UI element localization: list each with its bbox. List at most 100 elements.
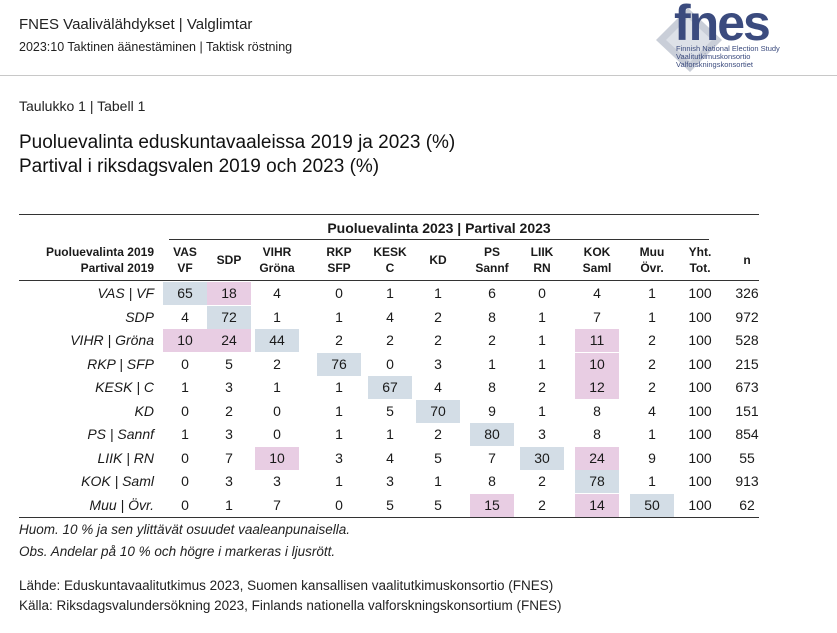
table-cell: 8 — [488, 309, 496, 325]
report-header: FNES Vaalivälähdykset | Valglimtar 2023:… — [0, 0, 837, 76]
table-cell: 2 — [434, 309, 442, 325]
table-cell: 1 — [335, 403, 343, 419]
series-title: FNES Vaalivälähdykset | Valglimtar — [19, 16, 253, 33]
logo-shape-icon — [656, 8, 722, 72]
row-label: KESK | C — [95, 379, 154, 395]
logo-line-1: Finnish National Election Study — [676, 44, 780, 53]
row-label: KOK | Saml — [81, 473, 154, 489]
table-cell: 913 — [735, 473, 759, 489]
table-cell: 2 — [648, 356, 656, 372]
table-cell: 11 — [575, 329, 619, 352]
column-header: RKP — [326, 245, 352, 259]
table-cell: 70 — [416, 400, 460, 423]
table-cell: 1 — [648, 285, 656, 301]
table-cell: 4 — [648, 403, 656, 419]
column-header: SDP — [216, 253, 242, 267]
table-cell: 0 — [538, 285, 546, 301]
table-cell: 5 — [434, 497, 442, 513]
table-cell: 100 — [688, 473, 712, 489]
table-cell: 10 — [575, 353, 619, 376]
table-cell: 2 — [434, 332, 442, 348]
table-cell: 2 — [488, 332, 496, 348]
table-cell: 4 — [386, 450, 394, 466]
table-cell: 0 — [181, 473, 189, 489]
table-cell: 14 — [575, 494, 619, 517]
column-header: Muu — [639, 245, 665, 259]
column-header: VIHR — [262, 245, 292, 259]
table-cell: 80 — [470, 423, 514, 446]
table-cell: 100 — [688, 285, 712, 301]
table-cell: 3 — [386, 473, 394, 489]
title-finnish: Puoluevalinta eduskuntavaaleissa 2019 ja… — [19, 132, 456, 153]
column-header-sub: Tot. — [689, 261, 711, 275]
table-cell: 62 — [739, 497, 755, 513]
table-cell: 9 — [648, 450, 656, 466]
table-cell: 3 — [225, 473, 233, 489]
table-top-rule — [19, 214, 759, 215]
column-header-sub: VF — [177, 261, 193, 275]
table-cell: 2 — [648, 379, 656, 395]
table-cell: 0 — [335, 497, 343, 513]
table-cell: 1 — [335, 426, 343, 442]
table-cell: 100 — [688, 332, 712, 348]
table-cell: 972 — [735, 309, 759, 325]
table-cell: 5 — [225, 356, 233, 372]
table-cell: 1 — [335, 309, 343, 325]
table-cell: 55 — [739, 450, 755, 466]
table-cell: 4 — [181, 309, 189, 325]
table-cell: 100 — [688, 497, 712, 513]
row-header-line-2: Partival 2019 — [80, 261, 154, 275]
table-cell: 4 — [434, 379, 442, 395]
table-cell: 1 — [538, 356, 546, 372]
table-cell: 528 — [735, 332, 759, 348]
table-cell: 854 — [735, 426, 759, 442]
table-cell: 1 — [648, 309, 656, 325]
column-header: KD — [429, 253, 447, 267]
table-cell: 18 — [207, 282, 251, 305]
table-cell: 0 — [335, 285, 343, 301]
column-header-sub: Gröna — [259, 261, 295, 275]
table-cell: 215 — [735, 356, 759, 372]
table-cell: 5 — [434, 450, 442, 466]
table-cell: 100 — [688, 426, 712, 442]
table-cell: 2 — [538, 497, 546, 513]
column-header: KESK — [373, 245, 407, 259]
table-cell: 8 — [593, 426, 601, 442]
table-cell: 2 — [434, 426, 442, 442]
column-header: Yht. — [688, 245, 712, 259]
column-header: n — [743, 253, 751, 267]
column-header-sub: C — [385, 261, 395, 275]
column-header: KOK — [583, 245, 611, 259]
table-cell: 3 — [538, 426, 546, 442]
table-cell: 6 — [488, 285, 496, 301]
source-finnish: Lähde: Eduskuntavaalitutkimus 2023, Suom… — [19, 578, 554, 593]
table-cell: 24 — [207, 329, 251, 352]
table-cell: 3 — [225, 379, 233, 395]
table-cell: 1 — [181, 426, 189, 442]
table-cell: 0 — [181, 356, 189, 372]
table-cell: 3 — [335, 450, 343, 466]
table-cell: 1 — [488, 356, 496, 372]
table-cell: 1 — [225, 497, 233, 513]
table-bottom-rule — [19, 517, 759, 518]
table-cell: 76 — [317, 353, 361, 376]
header-divider — [0, 75, 837, 76]
fnes-logo: fnes Finnish National Election Study Vaa… — [652, 0, 837, 74]
title-swedish: Partival i riksdagsvalen 2019 och 2023 (… — [19, 156, 380, 177]
table-cell: 3 — [273, 473, 281, 489]
table-cell: 0 — [181, 497, 189, 513]
table-cell: 0 — [386, 356, 394, 372]
table-cell: 67 — [368, 376, 412, 399]
table-cell: 1 — [335, 379, 343, 395]
column-header-sub: RN — [533, 261, 551, 275]
logo-line-2: Vaalitutkimuskonsortio — [676, 52, 751, 61]
column-header-sub: Övr. — [640, 261, 664, 275]
header-bottom-rule — [19, 280, 759, 281]
table-cell: 7 — [593, 309, 601, 325]
table-cell: 30 — [520, 447, 564, 470]
table-cell: 1 — [538, 309, 546, 325]
table-cell: 1 — [181, 379, 189, 395]
table-cell: 78 — [575, 470, 619, 493]
table-cell: 1 — [434, 473, 442, 489]
table-cell: 4 — [273, 285, 281, 301]
